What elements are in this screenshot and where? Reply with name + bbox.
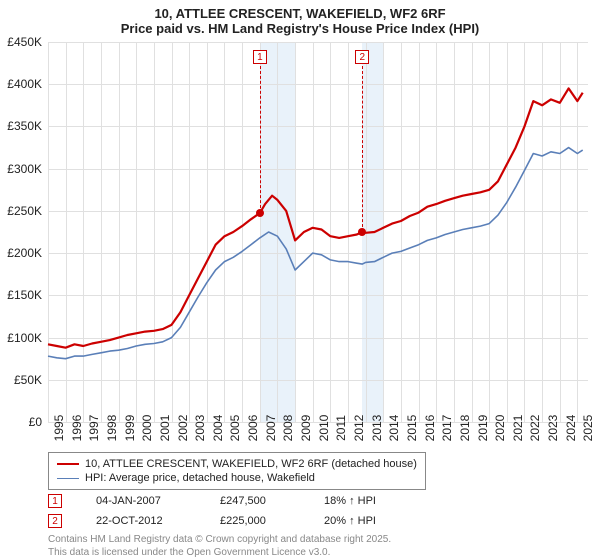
marker-dash xyxy=(260,66,261,213)
ytick-label: £250K xyxy=(7,204,42,218)
legend-item: HPI: Average price, detached house, Wake… xyxy=(57,471,417,485)
xtick-label: 2019 xyxy=(476,415,490,442)
legend-label: HPI: Average price, detached house, Wake… xyxy=(85,472,315,484)
chart-container: 10, ATTLEE CRESCENT, WAKEFIELD, WF2 6RF … xyxy=(0,0,600,560)
xtick-label: 2022 xyxy=(528,415,542,442)
legend-box: 10, ATTLEE CRESCENT, WAKEFIELD, WF2 6RF … xyxy=(48,452,426,490)
ytick-label: £400K xyxy=(7,77,42,91)
series-line xyxy=(48,88,583,347)
footer-line-1: Contains HM Land Registry data © Crown c… xyxy=(48,534,391,547)
marker-badge: 1 xyxy=(253,50,267,64)
xtick-label: 2003 xyxy=(193,415,207,442)
ytick-label: £100K xyxy=(7,331,42,345)
ytick-label: £350K xyxy=(7,119,42,133)
ytick-label: £450K xyxy=(7,35,42,49)
series-line xyxy=(48,148,583,359)
series-svg xyxy=(48,42,588,422)
plot-area: 12 xyxy=(48,42,588,422)
xtick-label: 2002 xyxy=(176,415,190,442)
marker-badge: 2 xyxy=(355,50,369,64)
sale-point-dot xyxy=(358,228,366,236)
sale-row-badge: 2 xyxy=(48,514,62,528)
legend-swatch xyxy=(57,478,79,479)
xtick-label: 2011 xyxy=(334,415,348,441)
ytick-label: £0 xyxy=(29,415,42,429)
sale-date: 04-JAN-2007 xyxy=(96,495,186,507)
xtick-label: 2005 xyxy=(228,415,242,442)
xtick-label: 2023 xyxy=(546,415,560,442)
xtick-label: 2016 xyxy=(423,415,437,442)
xtick-label: 2006 xyxy=(246,415,260,442)
marker-dash xyxy=(362,66,363,232)
xtick-label: 1995 xyxy=(52,415,66,442)
xtick-label: 2024 xyxy=(564,415,578,442)
sale-row: 1 04-JAN-2007 £247,500 18% ↑ HPI xyxy=(48,494,376,508)
legend-label: 10, ATTLEE CRESCENT, WAKEFIELD, WF2 6RF … xyxy=(85,458,417,470)
legend-item: 10, ATTLEE CRESCENT, WAKEFIELD, WF2 6RF … xyxy=(57,457,417,471)
xtick-label: 2020 xyxy=(493,415,507,442)
xtick-label: 2012 xyxy=(352,415,366,442)
xtick-label: 1996 xyxy=(70,415,84,442)
legend-swatch xyxy=(57,463,79,465)
xtick-label: 2008 xyxy=(281,415,295,442)
xtick-label: 1998 xyxy=(105,415,119,442)
xtick-label: 1997 xyxy=(87,415,101,442)
sale-date: 22-OCT-2012 xyxy=(96,515,186,527)
xtick-label: 2004 xyxy=(211,415,225,442)
footer-line-2: This data is licensed under the Open Gov… xyxy=(48,547,391,560)
xtick-label: 2013 xyxy=(370,415,384,442)
xtick-label: 2025 xyxy=(581,415,595,442)
title-line-1: 10, ATTLEE CRESCENT, WAKEFIELD, WF2 6RF xyxy=(0,0,600,21)
xtick-label: 2010 xyxy=(317,415,331,442)
xtick-label: 2018 xyxy=(458,415,472,442)
ytick-label: £150K xyxy=(7,288,42,302)
title-line-2: Price paid vs. HM Land Registry's House … xyxy=(0,21,600,40)
sale-price: £225,000 xyxy=(220,515,290,527)
xtick-label: 2009 xyxy=(299,415,313,442)
xtick-label: 2015 xyxy=(405,415,419,442)
title-block: 10, ATTLEE CRESCENT, WAKEFIELD, WF2 6RF … xyxy=(0,0,600,40)
sale-row-badge: 1 xyxy=(48,494,62,508)
xtick-label: 2017 xyxy=(440,415,454,442)
ytick-label: £300K xyxy=(7,162,42,176)
sale-row: 2 22-OCT-2012 £225,000 20% ↑ HPI xyxy=(48,514,376,528)
xtick-label: 2007 xyxy=(264,415,278,442)
xtick-label: 2021 xyxy=(511,415,525,442)
sale-hpi-delta: 20% ↑ HPI xyxy=(324,515,376,527)
ytick-label: £50K xyxy=(14,373,42,387)
sale-point-dot xyxy=(256,209,264,217)
xtick-label: 2000 xyxy=(140,415,154,442)
sale-price: £247,500 xyxy=(220,495,290,507)
ytick-label: £200K xyxy=(7,246,42,260)
xtick-label: 2014 xyxy=(387,415,401,442)
xtick-label: 2001 xyxy=(158,415,172,442)
footer-note: Contains HM Land Registry data © Crown c… xyxy=(48,534,391,559)
xtick-label: 1999 xyxy=(123,415,137,442)
sale-hpi-delta: 18% ↑ HPI xyxy=(324,495,376,507)
